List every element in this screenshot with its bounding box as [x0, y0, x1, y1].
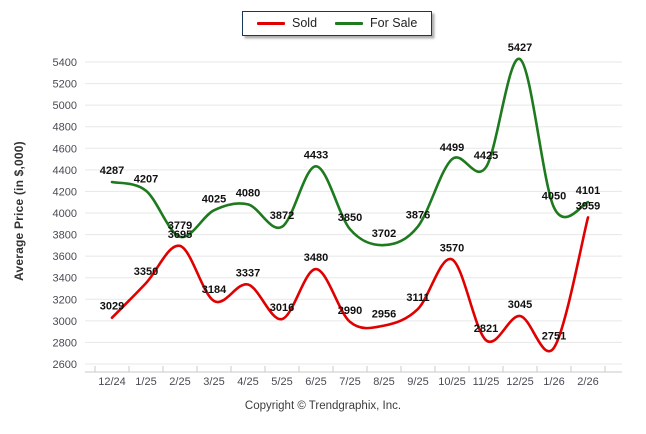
- legend-item-sold: Sold: [257, 17, 317, 30]
- for-sale-data-label: 4207: [134, 174, 158, 186]
- for-sale-data-label: 3850: [338, 212, 362, 224]
- for-sale-data-label: 4433: [304, 149, 328, 161]
- sold-data-label: 3480: [304, 252, 328, 264]
- for-sale-data-label: 4287: [100, 165, 124, 177]
- y-tick-label: 4400: [53, 165, 77, 177]
- y-tick-label: 5000: [53, 100, 77, 112]
- y-tick-label: 4600: [53, 143, 77, 155]
- x-tick-label: 7/25: [339, 376, 360, 388]
- x-tick-label: 10/25: [438, 376, 466, 388]
- x-tick-label: 3/25: [203, 376, 224, 388]
- y-tick-label: 3800: [53, 230, 77, 242]
- sold-data-label: 3016: [270, 302, 294, 314]
- sold-data-label: 3350: [134, 266, 158, 278]
- x-tick-label: 2/25: [169, 376, 190, 388]
- sold-data-label: 3029: [100, 301, 124, 313]
- y-axis-title: Average Price (in $,000): [12, 141, 26, 281]
- sold-data-label: 3045: [508, 299, 532, 311]
- for-sale-data-label: 4050: [542, 191, 566, 203]
- for-sale-data-label: 3876: [406, 209, 430, 221]
- y-tick-label: 4200: [53, 186, 77, 198]
- for-sale-data-label: 5427: [508, 42, 532, 54]
- sold-line: [110, 216, 590, 353]
- copyright-text: Copyright © Trendgraphix, Inc.: [244, 400, 402, 412]
- legend-item-for-sale: For Sale: [335, 17, 417, 30]
- for-sale-data-label: 3872: [270, 210, 294, 222]
- sold-data-label: 3337: [236, 268, 260, 280]
- sold-data-label: 2956: [372, 309, 396, 321]
- for-sale-data-label: 4080: [236, 187, 260, 199]
- sold-data-label: 3959: [576, 200, 600, 212]
- for-sale-data-label: 4499: [440, 142, 464, 154]
- y-tick-label: 2800: [53, 337, 77, 349]
- y-tick-label: 3400: [53, 273, 77, 285]
- x-tick-label: 2/26: [577, 376, 598, 388]
- sold-data-label: 3184: [202, 284, 227, 296]
- legend-swatch: [257, 21, 285, 25]
- for-sale-data-label: 4425: [474, 150, 498, 162]
- legend-label: Sold: [292, 16, 318, 30]
- y-tick-label: 3000: [53, 316, 77, 328]
- sold-data-label: 2821: [474, 323, 498, 335]
- y-tick-label: 3600: [53, 251, 77, 263]
- y-tick-label: 2600: [53, 359, 77, 371]
- x-tick-label: 8/25: [373, 376, 394, 388]
- x-tick-label: 1/26: [543, 376, 564, 388]
- y-tick-label: 5400: [53, 57, 77, 69]
- sold-data-label: 3695: [168, 229, 192, 241]
- x-tick-label: 12/24: [98, 376, 126, 388]
- sold-data-label: 3570: [440, 242, 464, 254]
- for-sale-data-label: 4025: [202, 193, 226, 205]
- for-sale-data-label: 3702: [372, 228, 396, 240]
- sold-data-label: 3111: [406, 292, 429, 304]
- sold-data-label: 2751: [542, 331, 566, 343]
- legend-label: For Sale: [370, 16, 418, 30]
- x-tick-label: 9/25: [407, 376, 428, 388]
- for-sale-data-label: 3779: [168, 220, 192, 232]
- sold-data-label: 2990: [338, 305, 362, 317]
- for-sale-data-label: 4101: [576, 185, 600, 197]
- chart-legend: Sold For Sale: [242, 11, 433, 36]
- y-tick-label: 4000: [53, 208, 77, 220]
- y-tick-label: 3200: [53, 294, 77, 306]
- legend-swatch: [335, 21, 364, 25]
- y-tick-label: 5200: [53, 79, 77, 91]
- for-sale-line: [110, 57, 590, 247]
- x-tick-label: 6/25: [305, 376, 326, 388]
- x-tick-label: 11/25: [473, 376, 500, 388]
- x-tick-label: 12/25: [506, 376, 534, 388]
- y-tick-label: 4800: [53, 122, 77, 134]
- x-tick-label: 1/25: [135, 376, 156, 388]
- x-tick-label: 4/25: [237, 376, 258, 388]
- x-tick-label: 5/25: [271, 376, 292, 388]
